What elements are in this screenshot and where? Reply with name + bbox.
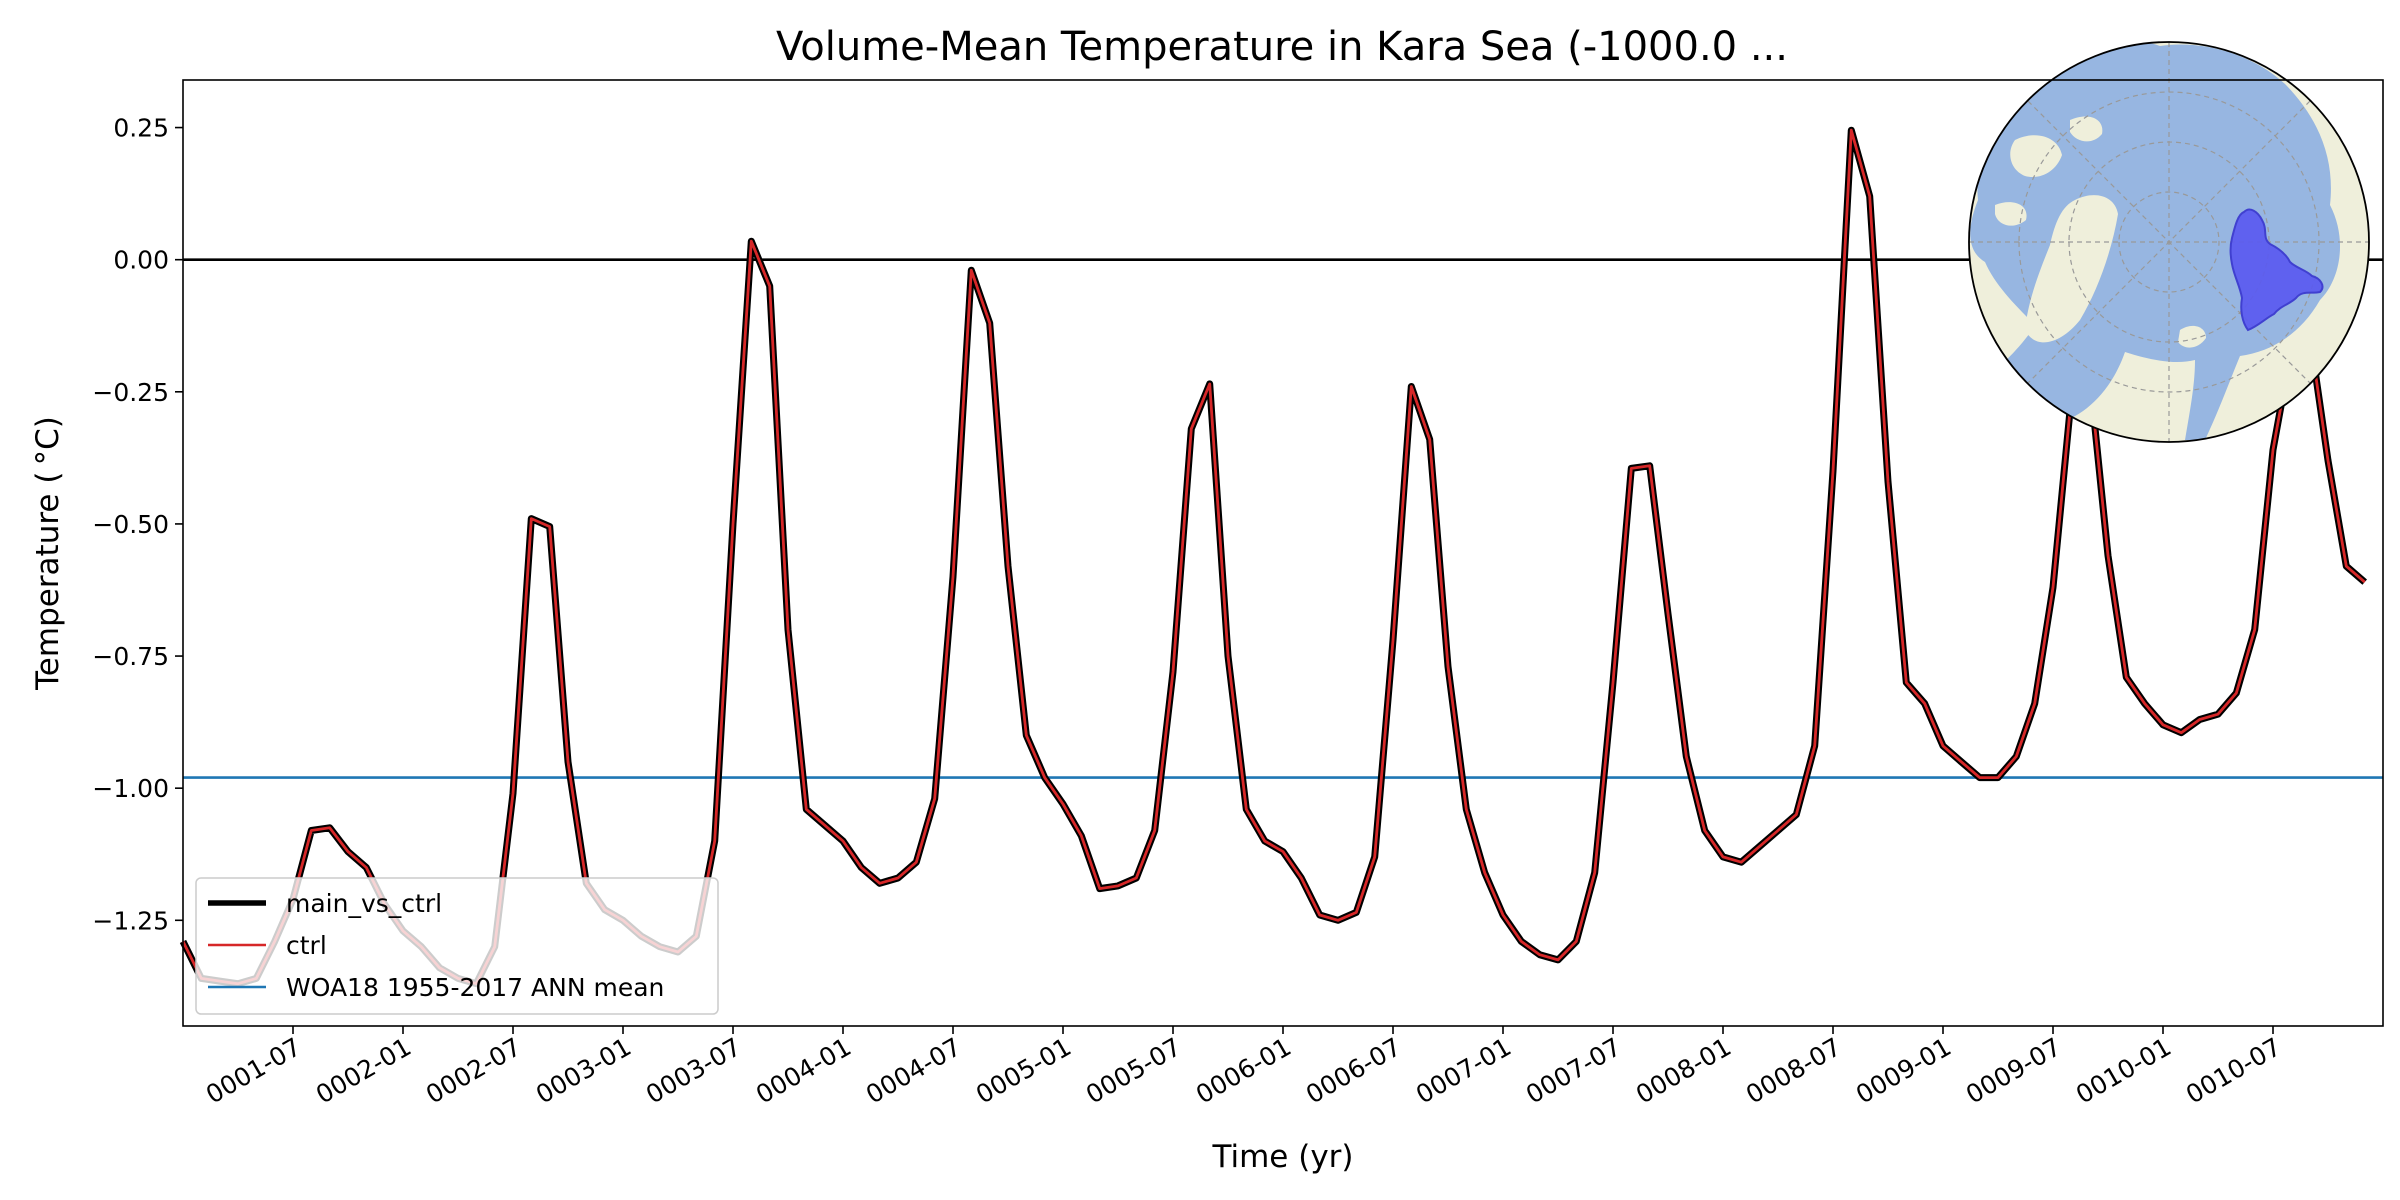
legend-box — [195, 877, 719, 1015]
y-tick-label: −1.25 — [92, 906, 169, 935]
legend-label: main_vs_ctrl — [286, 889, 442, 918]
map-arctic-archipelago — [1995, 116, 2103, 226]
inset-map — [1968, 41, 2370, 443]
y-axis-label: Temperature ( °C) — [30, 416, 66, 691]
map-boundary — [1968, 41, 2370, 443]
map-svalbard — [2178, 325, 2206, 348]
y-tick-label: −0.50 — [92, 510, 169, 539]
y-axis: 0.25 0.00 −0.25 −0.50 −0.75 −1.00 −1.25 — [92, 114, 183, 935]
x-axis-label: Time (yr) — [1212, 1139, 1354, 1175]
y-tick-label: −0.75 — [92, 642, 169, 671]
map-ocean — [1970, 42, 2340, 440]
map-greenland — [2025, 195, 2118, 343]
series-line-ctrl — [181, 128, 2366, 986]
legend-label: ctrl — [286, 931, 327, 960]
y-tick-label: 0.00 — [113, 246, 169, 275]
kara-sea-region — [2229, 208, 2324, 332]
y-tick-label: −0.25 — [92, 378, 169, 407]
series-layer — [179, 126, 2367, 988]
legend-label: WOA18 1955-2017 ANN mean — [286, 973, 664, 1002]
y-tick-label: 0.25 — [113, 114, 169, 143]
y-tick-label: −1.00 — [92, 774, 169, 803]
chart-title: Volume-Mean Temperature in Kara Sea (-10… — [776, 24, 1788, 70]
